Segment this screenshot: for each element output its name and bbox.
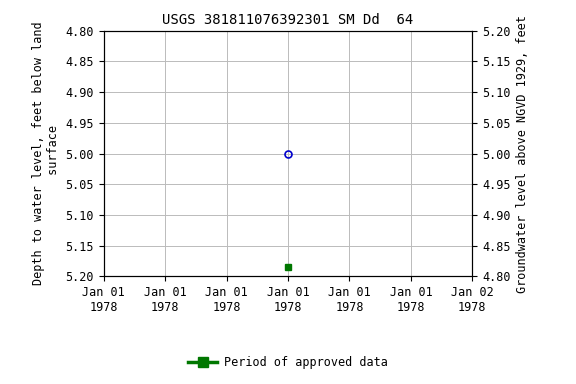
Title: USGS 381811076392301 SM Dd  64: USGS 381811076392301 SM Dd 64 — [162, 13, 414, 27]
Y-axis label: Depth to water level, feet below land
 surface: Depth to water level, feet below land su… — [32, 22, 60, 285]
Y-axis label: Groundwater level above NGVD 1929, feet: Groundwater level above NGVD 1929, feet — [516, 15, 529, 293]
Legend: Period of approved data: Period of approved data — [183, 351, 393, 374]
